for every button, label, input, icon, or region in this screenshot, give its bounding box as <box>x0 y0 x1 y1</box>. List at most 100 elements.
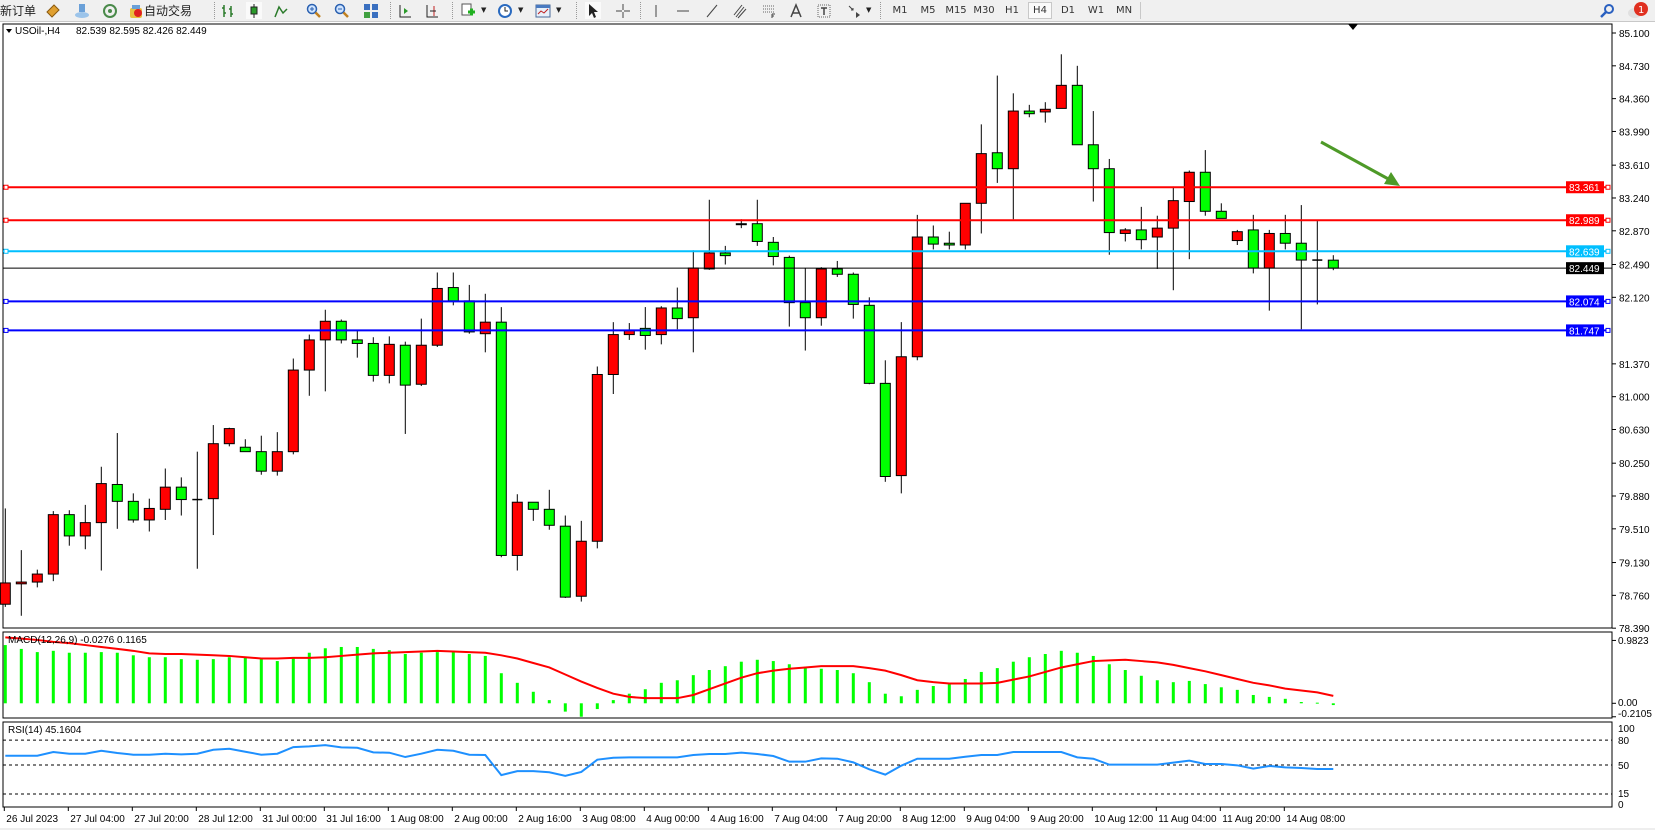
candle-body <box>127 500 139 521</box>
timeframe-d1-button[interactable]: D1 <box>1060 5 1076 16</box>
macd-histogram-bar <box>483 655 487 704</box>
candle-body <box>687 267 699 319</box>
trendline-icon[interactable] <box>704 2 720 19</box>
notification-icon[interactable]: 1 <box>1626 1 1650 19</box>
book-icon[interactable] <box>45 2 61 19</box>
templates-dropdown-icon[interactable]: ▼ <box>556 6 562 14</box>
candlestick-icon[interactable] <box>246 2 262 19</box>
candle-body <box>927 236 939 245</box>
timeframe-m30-button[interactable]: M30 <box>973 5 995 16</box>
macd-histogram-bar <box>3 645 7 704</box>
timeframe-w1-button[interactable]: W1 <box>1087 5 1105 16</box>
indicators-icon[interactable] <box>460 2 476 19</box>
fibo-channel-icon[interactable] <box>732 2 748 19</box>
macd-histogram-bar <box>627 693 631 704</box>
horizontal-line[interactable]: 83.361 <box>3 181 1611 194</box>
collapse-triangle-icon[interactable] <box>6 29 12 33</box>
zoom-out-icon[interactable] <box>334 2 350 19</box>
crosshair-icon[interactable] <box>615 2 631 19</box>
fibo-icon[interactable] <box>761 2 777 19</box>
timeframe-m1-button[interactable]: M1 <box>892 5 908 16</box>
community-icon[interactable] <box>74 2 90 19</box>
timeframe-h1-button[interactable]: H1 <box>1005 5 1019 16</box>
macd-histogram-bar <box>755 659 759 704</box>
new-order-button[interactable]: 新订单 <box>0 2 36 19</box>
macd-histogram-bar <box>163 657 167 704</box>
candle-body <box>1039 108 1051 113</box>
macd-histogram-bar <box>1059 650 1063 704</box>
price-tick-label: 83.990 <box>1619 127 1650 138</box>
horizontal-line[interactable]: 82.074 <box>3 295 1611 308</box>
candle <box>399 341 411 434</box>
macd-histogram-bar <box>1267 696 1271 704</box>
candle-body <box>671 307 683 320</box>
horizontal-line[interactable]: 82.639 <box>3 245 1611 258</box>
candle-body <box>367 342 379 376</box>
periods-icon[interactable] <box>497 2 513 19</box>
tile-windows-icon[interactable] <box>363 2 379 19</box>
macd-histogram-bar <box>19 648 23 704</box>
candle <box>911 214 923 361</box>
arrows-dropdown-icon[interactable]: ▼ <box>866 6 872 14</box>
time-label: 4 Aug 00:00 <box>646 814 700 825</box>
price-tick-label: 81.370 <box>1619 360 1650 371</box>
horizontal-line[interactable]: 81.747 <box>3 324 1611 337</box>
auto-scroll-icon[interactable] <box>397 2 413 19</box>
macd-histogram-bar <box>451 650 455 704</box>
macd-signal-line <box>5 636 1334 700</box>
templates-icon[interactable] <box>535 2 551 19</box>
arrows-icon[interactable] <box>846 2 862 19</box>
autotrade-icon <box>130 4 142 18</box>
candle-body <box>239 446 251 453</box>
zoom-in-icon[interactable] <box>306 2 322 19</box>
chart-shift-icon[interactable] <box>424 2 440 19</box>
bar-chart-icon[interactable] <box>220 2 236 19</box>
candle <box>895 322 907 494</box>
text-label-icon[interactable] <box>816 2 832 19</box>
rsi-axis-label: 15 <box>1618 789 1630 800</box>
autotrade-button[interactable]: 自动交易 <box>128 2 192 19</box>
macd-histogram-bar <box>1187 680 1191 704</box>
indicators-dropdown-icon[interactable]: ▼ <box>481 6 487 14</box>
timeframe-m5-button[interactable]: M5 <box>920 5 936 16</box>
arrow-annotation[interactable] <box>1320 140 1400 186</box>
line-handle-left <box>3 184 9 190</box>
line-chart-icon[interactable] <box>273 2 289 19</box>
macd-histogram-bar <box>1123 670 1127 704</box>
text-icon[interactable] <box>788 2 804 19</box>
horizontal-line-icon[interactable] <box>675 2 691 19</box>
time-label: 4 Aug 16:00 <box>710 814 764 825</box>
candle-body <box>511 501 523 556</box>
timeframe-h4-button[interactable]: H4 <box>1028 2 1052 19</box>
cursor-icon[interactable] <box>585 2 601 19</box>
candle <box>335 319 347 344</box>
chart-shift-marker-icon[interactable] <box>1348 24 1358 30</box>
price-tick-label: 81.000 <box>1619 393 1650 404</box>
candle-body <box>847 273 859 305</box>
signal-icon[interactable] <box>102 2 118 19</box>
time-label: 27 Jul 20:00 <box>134 814 189 825</box>
time-label: 11 Aug 20:00 <box>1222 814 1281 825</box>
timeframe-m15-button[interactable]: M15 <box>945 5 967 16</box>
candle <box>1215 203 1227 219</box>
horizontal-line[interactable]: 82.989 <box>3 214 1611 227</box>
candle-body <box>111 483 123 502</box>
search-icon[interactable] <box>1599 2 1615 19</box>
candle-body <box>1007 110 1019 170</box>
candle <box>143 498 155 532</box>
macd-histogram-bar <box>467 654 471 704</box>
macd-axis-label: -0.2105 <box>1618 709 1652 720</box>
time-label: 2 Aug 00:00 <box>454 814 508 825</box>
candle <box>655 306 667 345</box>
price-tick-label: 85.100 <box>1619 29 1650 40</box>
vertical-line-icon[interactable] <box>648 2 664 19</box>
candle <box>1007 93 1019 220</box>
candle <box>431 272 443 347</box>
periods-dropdown-icon[interactable]: ▼ <box>518 6 524 14</box>
line-handle-left <box>3 248 9 254</box>
candle <box>1055 54 1067 109</box>
macd-histogram-bar <box>787 664 791 704</box>
timeframe-mn-button[interactable]: MN <box>1115 5 1133 16</box>
candle <box>751 199 763 246</box>
